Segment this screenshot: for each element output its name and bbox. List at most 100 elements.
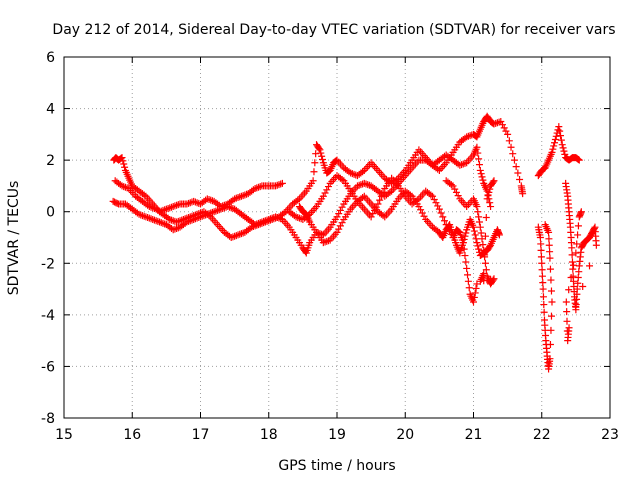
data-point: [335, 225, 343, 233]
data-point: [251, 222, 259, 230]
data-point: [312, 150, 320, 158]
data-point: [190, 197, 198, 205]
data-point: [219, 204, 227, 212]
data-point: [568, 244, 576, 252]
data-point: [229, 233, 237, 241]
data-point: [464, 271, 472, 279]
data-point: [559, 144, 567, 152]
series-trace-h: [534, 221, 556, 373]
data-point: [321, 189, 329, 197]
data-point: [577, 208, 585, 216]
data-point: [323, 186, 331, 194]
data-point: [173, 224, 181, 232]
data-point: [186, 213, 194, 221]
data-point: [482, 214, 490, 222]
data-point: [546, 248, 554, 256]
data-point: [374, 200, 382, 208]
data-point: [470, 293, 478, 301]
grid: [64, 57, 610, 418]
data-point: [459, 160, 467, 168]
data-point: [445, 222, 453, 230]
data-point: [472, 284, 480, 292]
data-point: [483, 276, 491, 284]
data-point: [357, 181, 365, 189]
data-point: [210, 208, 218, 216]
data-point: [205, 195, 213, 203]
data-point: [500, 124, 508, 132]
data-point: [437, 209, 445, 217]
data-point: [569, 261, 577, 269]
data-point: [145, 214, 153, 222]
data-point: [473, 203, 481, 211]
data-point: [237, 192, 245, 200]
data-point: [118, 182, 126, 190]
data-point: [272, 182, 280, 190]
x-tick-label: 19: [328, 427, 346, 443]
data-point: [144, 214, 152, 222]
data-point: [537, 246, 545, 254]
data-point: [473, 239, 481, 247]
y-tick-label: 6: [46, 50, 55, 66]
data-point: [145, 203, 153, 211]
data-point: [574, 155, 582, 163]
data-point: [558, 141, 566, 149]
data-point: [572, 249, 580, 257]
series-trace-g: [534, 123, 583, 180]
data-point: [550, 142, 558, 150]
data-point: [487, 275, 495, 283]
data-point: [575, 156, 583, 164]
data-point: [234, 231, 242, 239]
data-point: [464, 132, 472, 140]
data-point: [461, 232, 469, 240]
data-point: [561, 150, 569, 158]
data-point: [255, 183, 263, 191]
x-tick-label: 21: [465, 427, 483, 443]
data-point: [557, 132, 565, 140]
data-point: [574, 155, 582, 163]
data-point: [440, 217, 448, 225]
data-point: [497, 117, 505, 125]
data-point: [487, 203, 495, 211]
data-point: [266, 216, 274, 224]
data-point: [294, 214, 302, 222]
data-point: [547, 312, 555, 320]
series-trace-a: [110, 154, 286, 216]
data-point: [275, 181, 283, 189]
data-point: [364, 181, 372, 189]
data-point: [539, 279, 547, 287]
data-point: [537, 253, 545, 261]
data-point: [474, 242, 482, 250]
data-point: [140, 191, 148, 199]
data-point: [472, 235, 480, 243]
data-point: [451, 185, 459, 193]
data-point: [268, 215, 276, 223]
data-point: [195, 199, 203, 207]
data-point: [292, 213, 300, 221]
data-point: [555, 123, 563, 131]
data-point: [227, 204, 235, 212]
data-point: [477, 229, 485, 237]
data-point: [473, 143, 481, 151]
data-point: [475, 161, 483, 169]
data-point: [464, 277, 472, 285]
data-point: [188, 212, 196, 220]
data-point: [256, 220, 264, 228]
data-point: [510, 156, 518, 164]
data-point: [476, 223, 484, 231]
data-point: [353, 182, 361, 190]
x-tick-label: 15: [55, 427, 73, 443]
data-point: [549, 145, 557, 153]
data-point: [232, 194, 240, 202]
data-point: [176, 217, 184, 225]
data-point: [545, 235, 553, 243]
data-point: [471, 231, 479, 239]
data-point: [138, 212, 146, 220]
x-tick-label: 18: [260, 427, 278, 443]
data-point: [537, 240, 545, 248]
y-axis-ticks: -8 -6 -4 -2 0 2 4 6: [41, 50, 610, 427]
data-point: [540, 301, 548, 309]
data-point: [480, 246, 488, 254]
data-point: [318, 155, 326, 163]
y-tick-label: -8: [41, 411, 55, 427]
data-point: [470, 223, 477, 231]
